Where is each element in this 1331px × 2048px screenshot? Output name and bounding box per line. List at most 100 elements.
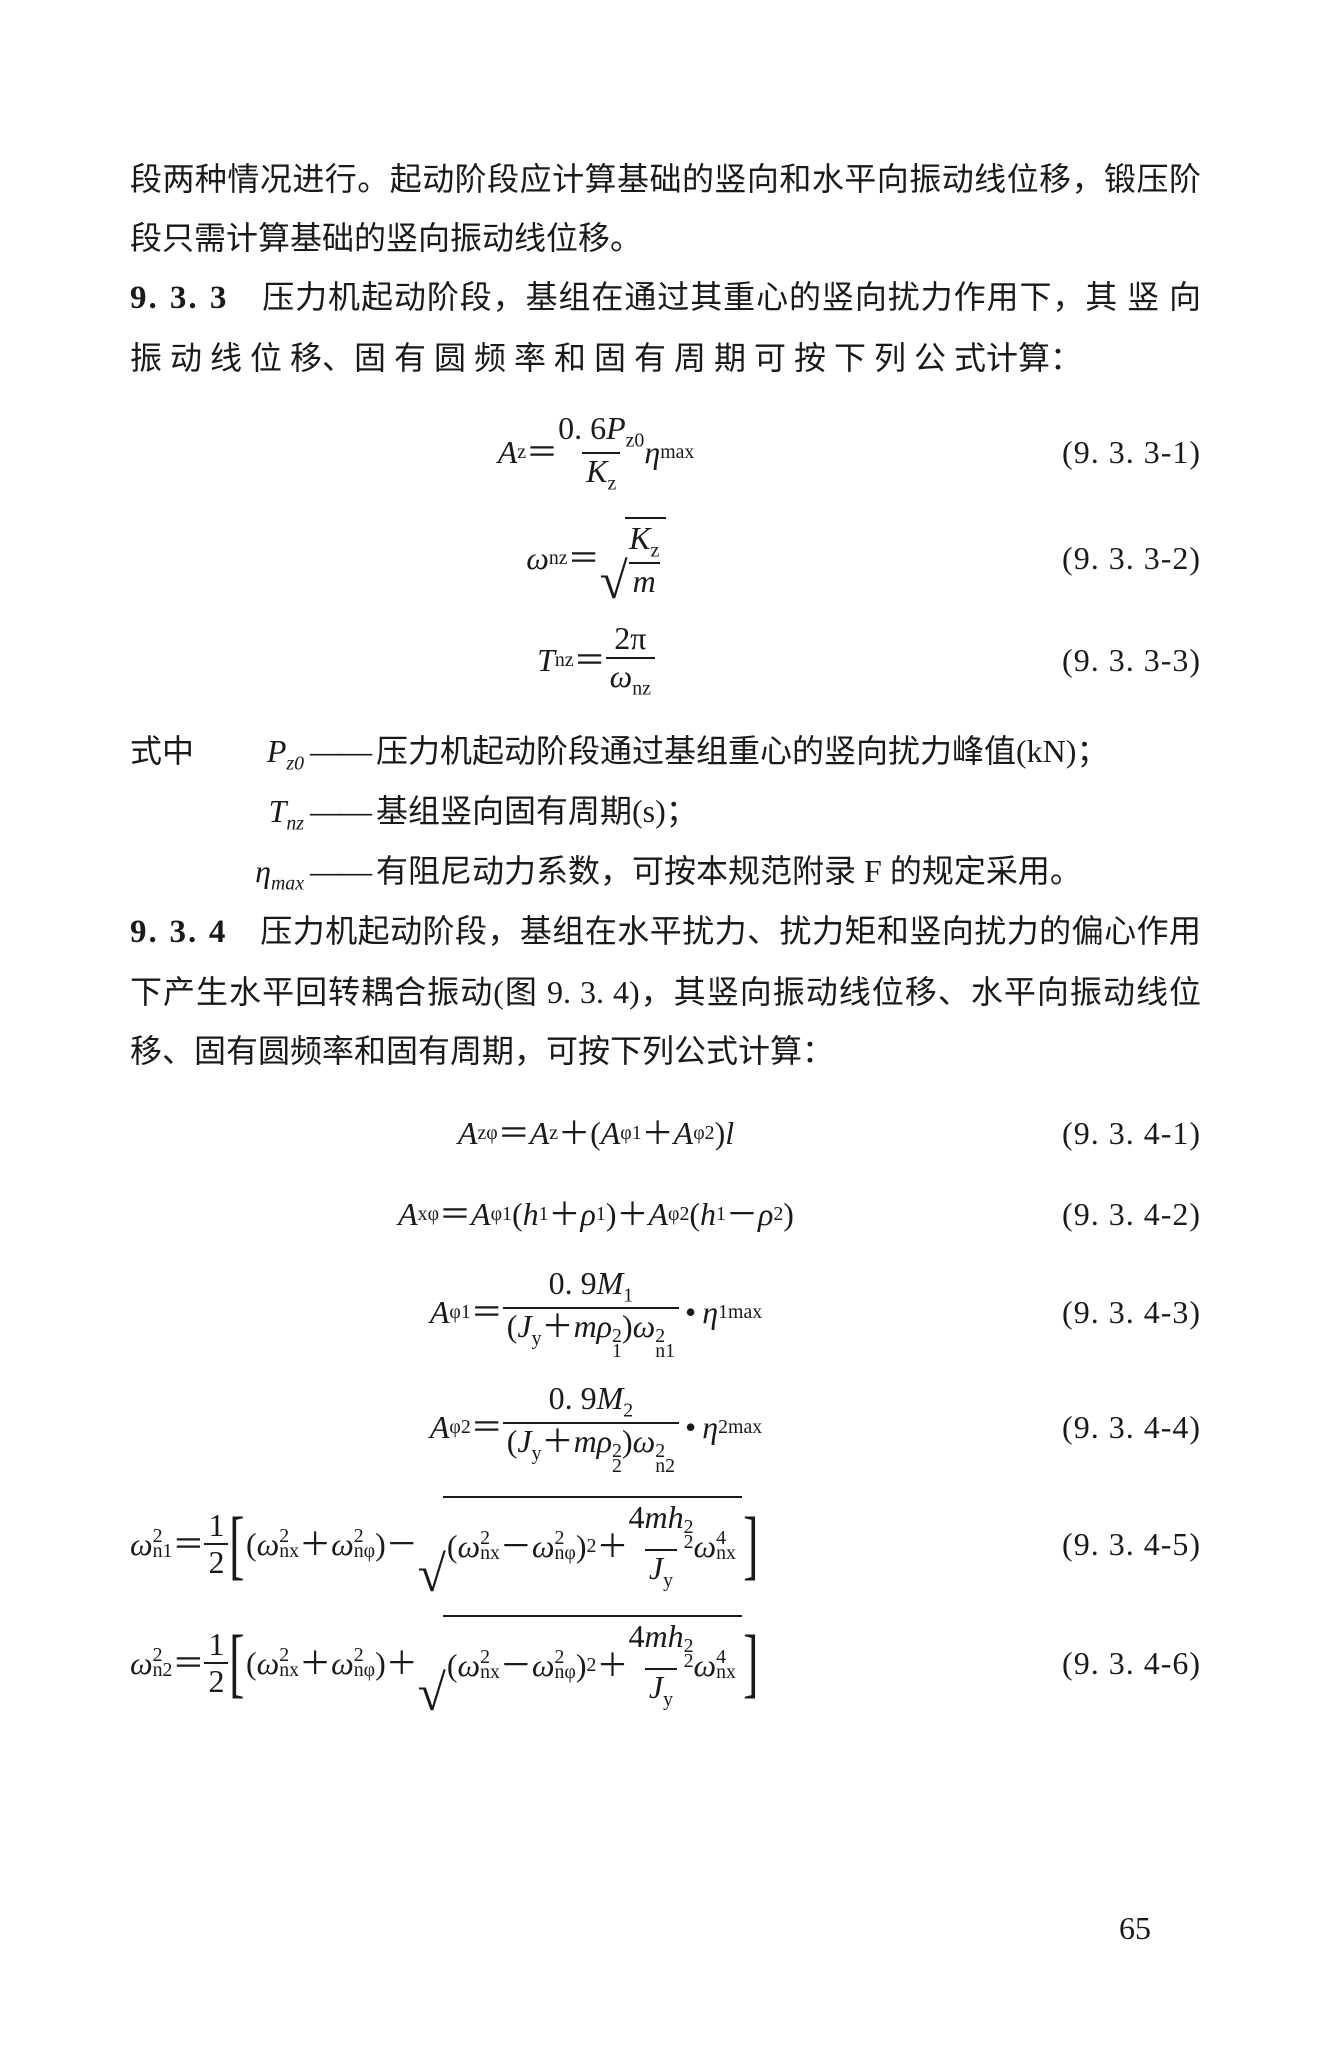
sub: 2 [773, 1196, 783, 1233]
sym: A [430, 1283, 450, 1342]
minus: － [386, 1515, 418, 1574]
page: 段两种情况进行。起动阶段应计算基础的竖向和水平向振动线位移，锻压阶段只需计算基础… [0, 0, 1331, 2048]
sub: y [663, 1689, 673, 1711]
sym: h [523, 1185, 539, 1244]
sub: φ2 [693, 1115, 714, 1152]
equation-9-3-4-5: ω2n1 ＝ 1 2 [ (ω2nx＋ω2nφ) － √ (ω2nx－ω2nφ)… [130, 1496, 1201, 1593]
sym: h [668, 1499, 684, 1535]
sym: A [458, 1104, 478, 1163]
eq: ＝ [439, 1185, 471, 1244]
minus: － [500, 1636, 532, 1695]
sym: A [601, 1104, 621, 1163]
sub: 2max [718, 1409, 762, 1446]
equation-body: ω2n2 ＝ 1 2 [ (ω2nx＋ω2nφ) ＋ √ (ω2nx－ω2nφ)… [130, 1615, 760, 1712]
rparen: ) [622, 1308, 633, 1344]
symbol-T: T [537, 631, 555, 690]
lparen: ( [689, 1185, 700, 1244]
sym: J [517, 1308, 531, 1344]
sub: 1 [596, 1196, 606, 1233]
plus: ＋ [596, 1636, 628, 1695]
sqrt: √ Kz m [600, 517, 666, 599]
sym: ω [633, 1423, 656, 1459]
section-number: 9. 3. 3 [130, 280, 228, 316]
equation-body: Axφ ＝ Aφ1 (h1 ＋ ρ1) ＋ Aφ2 (h1 － ρ2) [130, 1185, 1062, 1244]
where-label: 式中 [130, 722, 194, 902]
subscript: nz [286, 812, 304, 834]
fraction: 2π ωnz [606, 621, 655, 699]
plus: ＋ [542, 1423, 574, 1459]
subscript: z0 [626, 429, 645, 451]
fraction: 0. 9M2 (Jy＋mρ22)ω2n2 [503, 1381, 679, 1474]
sym: A [648, 1185, 668, 1244]
equation-label: (9. 3. 4-4) [1062, 1398, 1201, 1457]
sym: h [668, 1618, 684, 1654]
dot: • [679, 1398, 702, 1457]
sub: φ1 [491, 1196, 512, 1233]
where-block: 式中 Pz0 —— 压力机起动阶段通过基组重心的竖向扰力峰值(kN)； Tnz … [130, 722, 1201, 902]
plus: ＋ [386, 1634, 418, 1693]
sub: y [663, 1570, 673, 1592]
coefficient: 0. 6 [558, 410, 606, 446]
left-bracket: [ [230, 1514, 245, 1575]
lparen: ( [507, 1423, 518, 1459]
coef: 0. 9 [549, 1380, 597, 1416]
section-number: 9. 3. 4 [130, 914, 227, 950]
equation-label: (9. 3. 4-2) [1062, 1185, 1201, 1244]
sym: J [517, 1423, 531, 1459]
dash: —— [304, 782, 376, 842]
rparen: ) [783, 1185, 794, 1244]
equation-9-3-3-2: ωnz ＝ √ Kz m (9. 3. 3-2) [130, 517, 1201, 599]
where-row: Tnz —— 基组竖向固有周期(s)； [194, 782, 1201, 842]
equation-label: (9. 3. 4-6) [1062, 1634, 1201, 1693]
equation-label: (9. 3. 3-3) [1062, 631, 1201, 690]
sym: ρ [758, 1185, 773, 1244]
sym: A [471, 1185, 491, 1244]
lparen: ( [447, 1636, 458, 1695]
section-9-3-3: 9. 3. 3 压力机起动阶段，基组在通过其重心的竖向扰力作用下，其 竖 向 振… [130, 268, 1201, 388]
minus: － [500, 1517, 532, 1576]
equation-9-3-4-3: Aφ1 ＝ 0. 9M1 (Jy＋mρ21)ω2n1 • η1max (9. 3… [130, 1266, 1201, 1359]
sub: 1 [716, 1196, 726, 1233]
sym: A [674, 1104, 694, 1163]
equation-label: (9. 3. 4-3) [1062, 1283, 1201, 1342]
sub: 2 [623, 1399, 633, 1421]
subscript: z0 [286, 752, 304, 774]
subscript: max [660, 434, 694, 471]
plus: ＋ [299, 1634, 331, 1693]
equation-9-3-4-4: Aφ2 ＝ 0. 9M2 (Jy＋mρ22)ω2n2 • η2max (9. 3… [130, 1381, 1201, 1474]
equation-body: Tnz ＝ 2π ωnz [130, 621, 1062, 699]
dash: —— [304, 722, 376, 782]
description: 有阻尼动力系数，可按本规范附录 F 的规定采用。 [376, 842, 1201, 902]
sym: ω [457, 1636, 480, 1695]
lparen: ( [590, 1104, 601, 1163]
equation-label: (9. 3. 3-2) [1062, 529, 1201, 588]
plus: ＋ [558, 1104, 590, 1163]
plus: ＋ [596, 1517, 628, 1576]
sub: φ1 [449, 1294, 470, 1331]
plus: ＋ [299, 1515, 331, 1574]
subscript: nz [555, 642, 574, 679]
sym: ω [257, 1634, 280, 1693]
sub: φ1 [620, 1115, 641, 1152]
sym: m [644, 1499, 667, 1535]
equals: ＝ [574, 631, 606, 690]
sym: A [530, 1104, 550, 1163]
sym: A [430, 1398, 450, 1457]
sym: M [597, 1380, 624, 1416]
rparen: ) [715, 1104, 726, 1163]
symbol: η [255, 853, 271, 889]
sym: η [702, 1283, 718, 1342]
sym: m [574, 1308, 597, 1344]
sqrt: √ (ω2nx－ω2nφ)2 ＋ 4mh22 Jy ω4nx [418, 1615, 742, 1712]
equation-body: Aφ1 ＝ 0. 9M1 (Jy＋mρ21)ω2n1 • η1max [130, 1266, 1062, 1359]
lparen: ( [507, 1308, 518, 1344]
rparen: ) [576, 1636, 587, 1695]
num: 1 [208, 1627, 224, 1662]
description: 基组竖向固有周期(s)； [376, 782, 1201, 842]
eq: ＝ [471, 1283, 503, 1342]
rparen: ) [375, 1634, 386, 1693]
page-number: 65 [1119, 1899, 1151, 1958]
equation-9-3-4-1: Azφ ＝ Az ＋ (Aφ1 ＋ Aφ2) l (9. 3. 4-1) [130, 1104, 1201, 1163]
equation-body: ω2n1 ＝ 1 2 [ (ω2nx＋ω2nφ) － √ (ω2nx－ω2nφ)… [130, 1496, 760, 1593]
fraction: 1 2 [204, 1627, 228, 1699]
